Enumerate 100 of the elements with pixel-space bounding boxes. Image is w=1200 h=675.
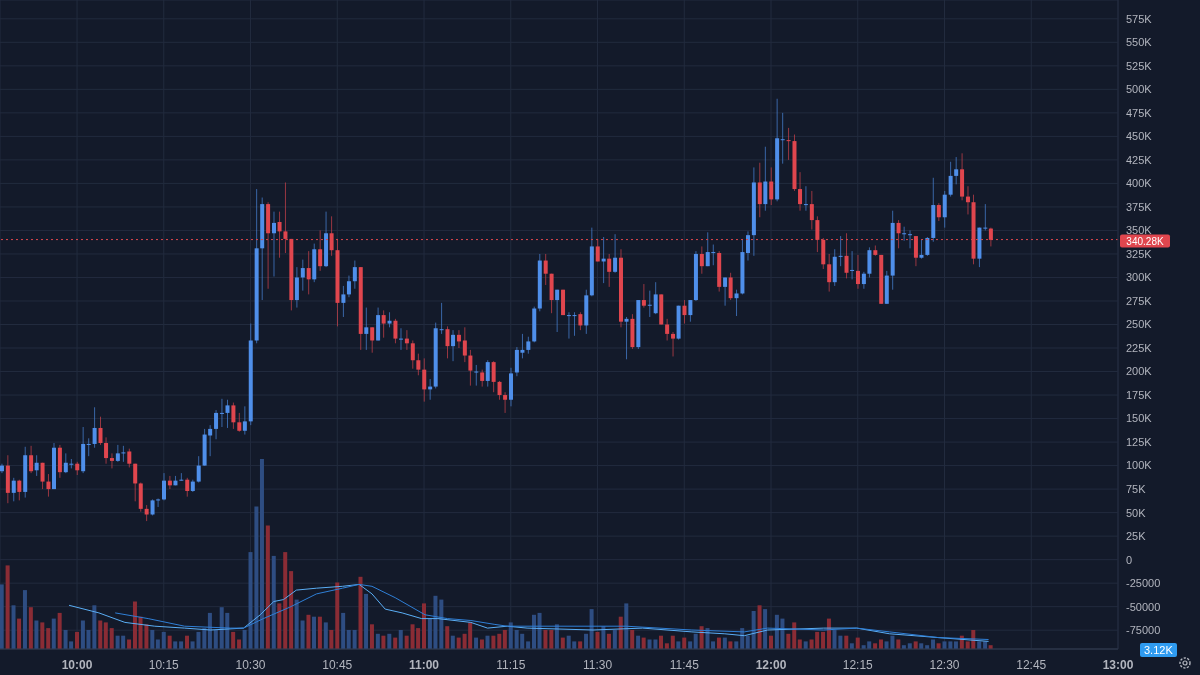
y-tick-label: 175K xyxy=(1126,388,1153,401)
x-tick-label: 12:45 xyxy=(1016,658,1047,672)
bar xyxy=(630,630,635,649)
bar xyxy=(549,630,554,649)
y-tick-label: 500K xyxy=(1126,83,1153,96)
bar xyxy=(46,628,51,649)
candlestick xyxy=(109,452,114,469)
candlestick xyxy=(121,445,126,463)
bar xyxy=(277,603,282,649)
bar xyxy=(202,628,207,649)
bar xyxy=(532,614,536,649)
bar xyxy=(346,630,351,649)
bar xyxy=(161,631,166,649)
y-tick-label: 300K xyxy=(1126,271,1153,284)
ref-line-label: 340.28K xyxy=(1126,235,1164,247)
bar xyxy=(381,635,386,649)
bar xyxy=(821,631,826,649)
y-tick-label: 575K xyxy=(1126,12,1153,25)
bar xyxy=(537,612,542,649)
bar xyxy=(387,633,392,649)
bar xyxy=(335,582,340,649)
x-tick-label: 12:00 xyxy=(755,658,787,672)
bar xyxy=(5,565,10,649)
candlestick xyxy=(456,329,461,349)
bar xyxy=(688,641,693,649)
bar xyxy=(289,571,294,649)
x-tick-label: 10:15 xyxy=(148,658,180,672)
bar xyxy=(51,618,56,649)
bar xyxy=(450,635,455,649)
bar xyxy=(75,631,80,649)
bar xyxy=(844,635,849,649)
bar xyxy=(167,635,172,649)
candlestick xyxy=(115,444,120,463)
bar xyxy=(173,641,178,649)
bar xyxy=(283,552,288,649)
y-tick-label: 50K xyxy=(1126,506,1147,519)
bar xyxy=(213,630,218,649)
bar xyxy=(751,611,756,649)
candlestick xyxy=(902,226,907,242)
bar xyxy=(242,630,247,649)
bar xyxy=(977,641,982,649)
bar xyxy=(323,622,328,649)
y-tick-label: 375K xyxy=(1126,200,1153,213)
bar xyxy=(265,525,270,649)
x-tick-label: 10:45 xyxy=(322,658,353,672)
bar xyxy=(508,622,513,649)
x-tick-label: 11:00 xyxy=(409,658,440,672)
bar xyxy=(404,635,409,649)
bar xyxy=(92,605,97,649)
bar xyxy=(369,624,374,649)
bar xyxy=(728,641,733,649)
bar xyxy=(398,630,403,649)
bar xyxy=(578,641,583,649)
bar xyxy=(132,601,137,649)
bar xyxy=(28,607,33,649)
bar xyxy=(179,641,184,649)
bar xyxy=(259,459,264,649)
bar xyxy=(636,635,641,649)
bar xyxy=(11,605,16,649)
bar xyxy=(329,630,334,649)
bar xyxy=(606,633,611,649)
bar xyxy=(364,593,369,649)
bar xyxy=(300,620,305,649)
x-tick-label: 11:30 xyxy=(582,658,613,672)
bar xyxy=(792,622,797,649)
bar xyxy=(352,630,357,649)
bar xyxy=(676,641,681,649)
bar xyxy=(445,626,450,649)
bar xyxy=(526,641,531,649)
bar xyxy=(612,630,617,649)
bar xyxy=(22,590,27,649)
value-badge: 3.12K xyxy=(1140,643,1177,657)
bar xyxy=(109,628,114,649)
bar xyxy=(312,616,317,649)
y-tick-label: 450K xyxy=(1126,130,1153,143)
x-tick-label: 10:30 xyxy=(235,658,266,672)
y-tick-label: 125K xyxy=(1126,435,1153,448)
bar xyxy=(40,622,45,649)
x-tick-label: 12:15 xyxy=(842,658,874,672)
bar xyxy=(185,635,190,649)
bar xyxy=(595,631,600,649)
bar xyxy=(803,641,808,649)
y-tick-label: 250K xyxy=(1126,318,1153,331)
bar xyxy=(375,633,380,649)
bar xyxy=(306,614,311,649)
y-tick-label: 425K xyxy=(1126,153,1153,166)
y-tick-label: 75K xyxy=(1126,483,1147,496)
bar xyxy=(624,603,629,649)
bar xyxy=(711,641,716,649)
bar xyxy=(589,609,594,649)
y-tick-label: 150K xyxy=(1126,412,1153,425)
bar xyxy=(294,599,299,649)
bar xyxy=(832,630,837,649)
y-tick-label: 0 xyxy=(1126,553,1133,566)
bar xyxy=(207,612,212,649)
bar xyxy=(953,641,958,649)
y-tick-label: 325K xyxy=(1126,247,1153,260)
y-tick-label: 550K xyxy=(1126,36,1153,49)
bar xyxy=(838,635,843,649)
y-tick-label: -75000 xyxy=(1126,624,1161,637)
